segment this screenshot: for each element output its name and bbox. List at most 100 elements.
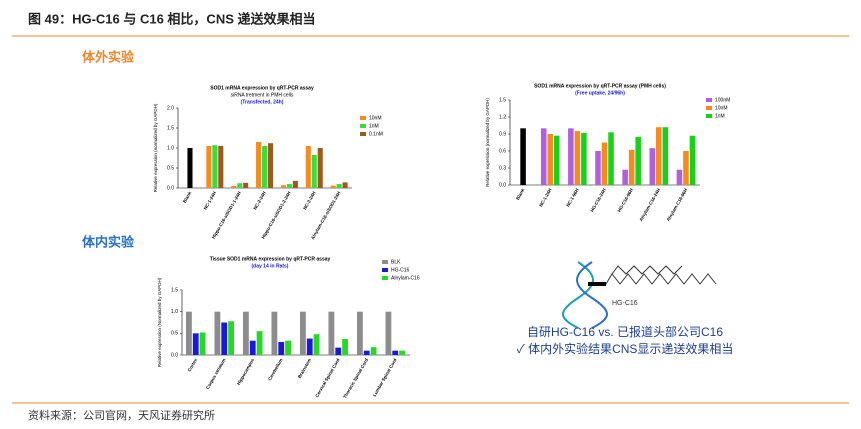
bar [385, 311, 392, 355]
x-tick-label: Blank [182, 190, 193, 204]
legend-swatch [706, 114, 712, 118]
x-tick-label: NC-1-96H [565, 188, 579, 208]
y-tick-label: 0.6 [499, 148, 506, 154]
y-tick-label: 0.5 [171, 331, 178, 337]
legend-swatch [382, 260, 388, 264]
bar [568, 128, 574, 185]
bar [336, 184, 342, 188]
bar [271, 311, 278, 355]
bar [187, 148, 193, 188]
legend-label: 10nM [715, 105, 728, 111]
caption: ✓ 体内外实验结果CNS显示递送效果相当 [517, 341, 734, 356]
bar [363, 350, 370, 355]
bar [286, 184, 292, 188]
bar [553, 135, 560, 185]
bar [221, 322, 228, 355]
y-tick-label: 1.0 [167, 145, 174, 151]
legend-swatch [706, 98, 712, 102]
chart-note: (Free uptake, 24/96h) [575, 90, 625, 96]
bar [540, 128, 547, 185]
x-tick-label: Hippo-C16-siSOD1-1-24H [211, 191, 242, 240]
legend-label: Alnylam-C16 [391, 275, 420, 281]
bar [342, 182, 348, 188]
legend-swatch [382, 276, 388, 280]
x-tick-label: NC-2-24H [252, 191, 266, 211]
bar [285, 340, 291, 355]
x-tick-label: Hippocampus [236, 357, 255, 386]
bar [683, 151, 689, 185]
y-axis-label: Relative expression (normalized by GAPDH… [485, 98, 490, 187]
bar [622, 169, 628, 185]
bar [305, 146, 311, 188]
chart-title: Tissue SOD1 mRNA expression by qRT-PCR a… [210, 256, 331, 262]
y-axis-label: Relative expression (normalized by GAPDH… [153, 103, 158, 192]
bar [628, 149, 635, 185]
x-tick-label: HG-C16-24H [589, 188, 606, 213]
section-label: 体外实验 [82, 49, 135, 64]
bar [231, 186, 237, 188]
bar [330, 185, 336, 188]
caption: 自研HG-C16 vs. 已报道头部公司C16 [527, 324, 723, 339]
bar [635, 136, 641, 185]
bar [292, 180, 298, 188]
x-tick-label: HG-C16-96H [617, 188, 634, 213]
x-tick-label: NC-1-24H [538, 188, 552, 208]
y-tick-label: 1.0 [171, 309, 178, 315]
dna-diagram [562, 261, 717, 329]
y-tick-label: 0.0 [171, 352, 178, 358]
bar [212, 145, 218, 188]
y-tick-label: 1.5 [499, 97, 506, 103]
bar [206, 146, 212, 188]
y-axis-label: Relative expression (Normalized by GAPDH… [157, 277, 162, 367]
bar [280, 185, 286, 188]
legend-label: 1nM [715, 113, 725, 119]
bar [311, 154, 317, 188]
bar [342, 338, 348, 355]
figure-title: 图 49：HG-C16 与 C16 相比，CNS 递送效果相当 [28, 11, 316, 26]
x-tick-label: NC-1-24H [203, 191, 217, 211]
chart-subtitle: siRNA tretment in PMH cells [231, 92, 294, 98]
legend-label: 1nM [369, 123, 379, 129]
legend-label: 0.1nM [369, 131, 383, 137]
y-tick-label: 1.5 [171, 287, 178, 293]
bar [306, 338, 313, 355]
bar [237, 183, 243, 188]
bar [256, 142, 262, 188]
bar [689, 135, 696, 185]
bar [256, 331, 263, 355]
bar [199, 332, 206, 355]
bar [299, 311, 306, 355]
x-tick-label: Brainstem [297, 358, 312, 380]
x-tick-label: Alnylam-C16-96H [665, 188, 688, 223]
x-tick-label: Corpus striatum [205, 358, 227, 391]
bar [243, 182, 249, 188]
source: 资料来源：公司官网，天风证券研究所 [28, 408, 215, 422]
bar [328, 311, 335, 355]
y-tick-label: 1.5 [167, 125, 174, 131]
x-tick-label: Lumbar Spinal Cord [372, 357, 398, 397]
y-tick-label: 0.0 [167, 185, 174, 191]
bar [192, 333, 199, 355]
y-tick-label: 0.5 [167, 165, 174, 171]
bar [608, 132, 614, 185]
x-tick-label: Blank [515, 187, 526, 201]
y-tick-label: 0.3 [499, 165, 506, 171]
bar [574, 131, 581, 185]
bar [262, 146, 268, 188]
bar [595, 151, 601, 185]
chart-note: (Transfected, 24h) [241, 99, 284, 105]
bar [335, 347, 342, 355]
y-tick-label: 0.9 [499, 131, 506, 137]
legend-swatch [360, 124, 366, 128]
bar [392, 350, 399, 355]
bar [520, 128, 526, 185]
bar [228, 321, 234, 355]
x-tick-label: Cerebellum [267, 358, 284, 382]
legend-swatch [382, 268, 388, 272]
section-label: 体内实验 [82, 234, 135, 249]
bar [399, 350, 405, 355]
x-tick-label: Thoracic Spinal Cord [342, 357, 369, 399]
legend-label: BLK [391, 259, 401, 265]
bar [676, 169, 683, 185]
